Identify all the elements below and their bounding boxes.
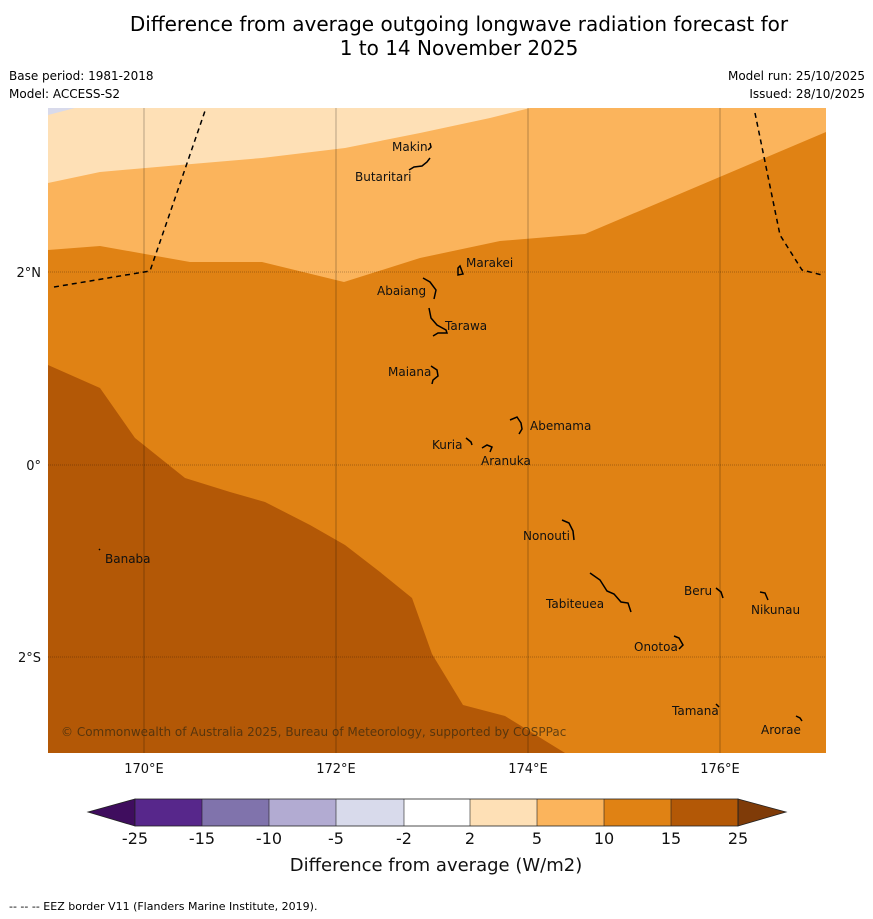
gridlines [48, 108, 826, 753]
band-15-25 [48, 365, 565, 753]
colorbar-tick: -25 [122, 829, 148, 848]
islands [98, 142, 803, 722]
island-tamana [715, 703, 720, 708]
island-arorae [795, 715, 803, 722]
title-line-2: 1 to 14 November 2025 [339, 36, 579, 60]
island-tabiteuea [589, 572, 632, 613]
place-labels: Makin Butaritari Marakei Abaiang Tarawa … [105, 140, 801, 737]
lon-label-172e: 172°E [316, 762, 356, 777]
colorbar-tick: -15 [189, 829, 215, 848]
eez-border [53, 108, 823, 288]
lon-label-174e: 174°E [508, 762, 548, 777]
island-abemama [509, 416, 523, 435]
model-run: Model run: 25/10/2025 [727, 69, 865, 83]
colorbar-segment [671, 799, 738, 826]
band-neutral-sliver [48, 108, 75, 115]
lon-label-176e: 176°E [700, 762, 740, 777]
island-kuria [465, 437, 473, 446]
colorbar-dividers [201, 799, 672, 826]
map-area: Makin Butaritari Marakei Abaiang Tarawa … [48, 108, 826, 753]
place-tamana: Tamana [671, 704, 719, 718]
meta-right: Model run: 25/10/2025 Issued: 28/10/2025 [728, 67, 865, 103]
issued-date: Issued: 28/10/2025 [749, 87, 865, 101]
colorbar-tick: 25 [728, 829, 748, 848]
colorbar-tick: -2 [396, 829, 412, 848]
lat-label-0: 0° [26, 459, 41, 474]
base-period: Base period: 1981-2018 [9, 69, 154, 83]
colorbar-extend-low [86, 798, 136, 827]
lat-label-2n: 2°N [17, 266, 42, 281]
colorbar-segment [202, 799, 269, 826]
place-tarawa: Tarawa [444, 319, 487, 333]
place-onotoa: Onotoa [634, 640, 678, 654]
island-nonouti [561, 519, 575, 541]
place-aranuka: Aranuka [481, 454, 531, 468]
place-nonouti: Nonouti [523, 529, 570, 543]
place-maiana: Maiana [388, 365, 431, 379]
place-butaritari: Butaritari [355, 170, 412, 184]
place-makin: Makin [392, 140, 428, 154]
colorbar-tick: 2 [465, 829, 475, 848]
island-butaritari [408, 157, 431, 171]
model-name: Model: ACCESS-S2 [9, 87, 121, 101]
place-tabiteuea: Tabiteuea [545, 597, 604, 611]
place-abemama: Abemama [530, 419, 591, 433]
band-2-5 [48, 108, 530, 183]
colorbar-label: Difference from average (W/m2) [290, 855, 582, 876]
lat-label-2s: 2°S [18, 651, 41, 666]
eez-border-east [754, 112, 823, 276]
colorbar-segment [537, 799, 604, 826]
colorbar: -25 -15 -10 -5 -2 2 5 10 15 25 Differenc… [86, 798, 788, 876]
title-line-1: Difference from average outgoing longwav… [129, 12, 789, 36]
colorbar-segment [470, 799, 537, 826]
colorbar-segment [336, 799, 404, 826]
island-maiana [430, 365, 439, 385]
colorbar-tick: 15 [661, 829, 681, 848]
island-onotoa [673, 635, 684, 650]
colorbar-tick: 10 [594, 829, 614, 848]
place-marakei: Marakei [466, 256, 513, 270]
island-beru [715, 587, 724, 599]
colorbar-ticks: -25 -15 -10 -5 -2 2 5 10 15 25 [122, 829, 748, 848]
place-kuria: Kuria [432, 438, 463, 452]
colorbar-segment [404, 799, 470, 826]
place-banaba: Banaba [105, 552, 151, 566]
lon-label-170e: 170°E [124, 762, 164, 777]
chart-title: Difference from average outgoing longwav… [0, 12, 873, 60]
island-marakei [457, 264, 465, 276]
island-tarawa [428, 307, 449, 337]
island-banaba [98, 548, 101, 551]
island-nikunau [759, 591, 769, 601]
copyright-watermark: © Commonwealth of Australia 2025, Bureau… [61, 725, 566, 739]
place-arorae: Arorae [761, 723, 801, 737]
footer-eez-note: -- -- -- EEZ border V11 (Flanders Marine… [9, 900, 318, 913]
colorbar-tick: -10 [256, 829, 282, 848]
colorbar-extend-high [737, 798, 788, 827]
place-nikunau: Nikunau [751, 603, 800, 617]
colorbar-tick: 5 [532, 829, 542, 848]
island-makin [427, 142, 432, 151]
colorbar-tick: -5 [328, 829, 344, 848]
place-abaiang: Abaiang [377, 284, 426, 298]
colorbar-segment [604, 799, 671, 826]
place-beru: Beru [684, 584, 712, 598]
island-abaiang [422, 277, 437, 300]
colorbar-segment [269, 799, 336, 826]
meta-left: Base period: 1981-2018 Model: ACCESS-S2 [9, 67, 154, 103]
colorbar-frame [134, 798, 739, 827]
island-aranuka [481, 444, 493, 453]
colorbar-segment [135, 799, 202, 826]
axis-labels: 170°E 172°E 174°E 176°E 2°N 0° 2°S [17, 266, 740, 777]
